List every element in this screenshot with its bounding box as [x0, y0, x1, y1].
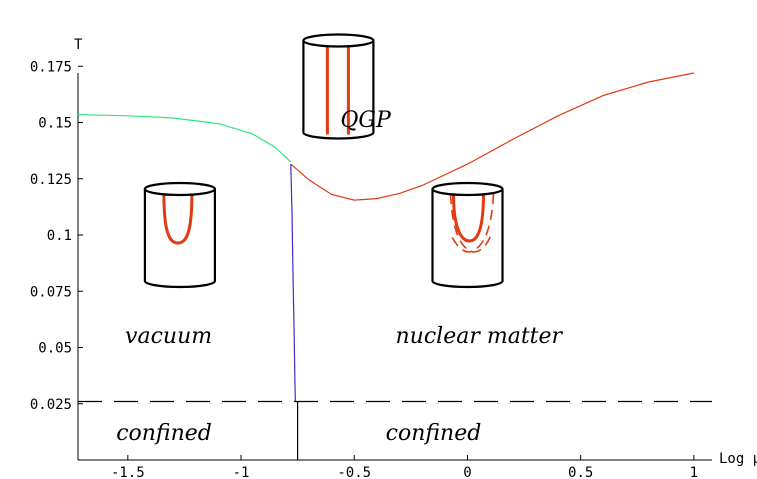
series-line-2	[290, 164, 296, 402]
axes: -1.5 -1 -0.5 0 0.5 1 0.025 0.05 0.075 0.1 0.125 0.1…	[30, 59, 712, 479]
x-tick-label-1: -1	[233, 465, 250, 479]
y-tick-label-0: 0.025	[30, 397, 72, 413]
x-tick-label-5: 1	[690, 465, 698, 479]
nuclear-matter-cylinder-icon-string-a	[449, 193, 492, 253]
region-label-3: confined	[116, 421, 212, 446]
y-tick-label-2: 0.075	[30, 284, 72, 300]
x-tick-label-0: -1.5	[111, 465, 145, 479]
y-tick-label-1: 0.05	[38, 341, 72, 357]
nuclear-matter-cylinder-icon-u-string	[452, 193, 485, 243]
series-layer	[77, 72, 712, 460]
x-tick-label-4: 0.5	[568, 465, 593, 479]
vacuum-cylinder-icon-bottom-rim	[143, 280, 216, 289]
x-tick-label-2: -0.5	[337, 465, 371, 479]
nuclear-matter-cylinder-icon-bottom-rim	[431, 280, 504, 289]
series-line-1	[290, 72, 695, 201]
region-label-0: QGP	[340, 108, 392, 133]
vacuum-cylinder-icon-u-string	[162, 193, 194, 245]
nuclear-matter-cylinder-icon-top-rim	[431, 181, 504, 197]
nuclear-matter-cylinder-icon	[431, 181, 504, 289]
qgp-cylinder-icon-top-rim	[302, 33, 375, 48]
y-tick-label-3: 0.1	[47, 228, 72, 244]
y-tick-label-5: 0.15	[38, 116, 72, 132]
labels-layer: QGP vacuum nuclear matter confined confined	[116, 108, 563, 446]
series-line-0	[77, 114, 292, 163]
nuclear-matter-cylinder-icon-string-b	[450, 193, 495, 253]
y-tick-label-6: 0.175	[30, 59, 72, 75]
icons-layer	[143, 33, 504, 289]
region-label-2: nuclear matter	[396, 324, 564, 349]
qgp-cylinder-icon-bottom-rim	[302, 132, 375, 140]
region-label-1: vacuum	[125, 324, 212, 349]
x-tick-label-3: 0	[463, 465, 471, 479]
y-tick-label-4: 0.125	[30, 172, 72, 188]
y-axis-label: T	[74, 37, 83, 53]
qgp-cylinder-icon	[302, 33, 375, 140]
vacuum-cylinder-icon	[143, 181, 216, 289]
vacuum-cylinder-icon-top-rim	[143, 181, 216, 197]
region-label-4: confined	[386, 421, 482, 446]
x-axis-label: Log μ	[719, 451, 757, 467]
